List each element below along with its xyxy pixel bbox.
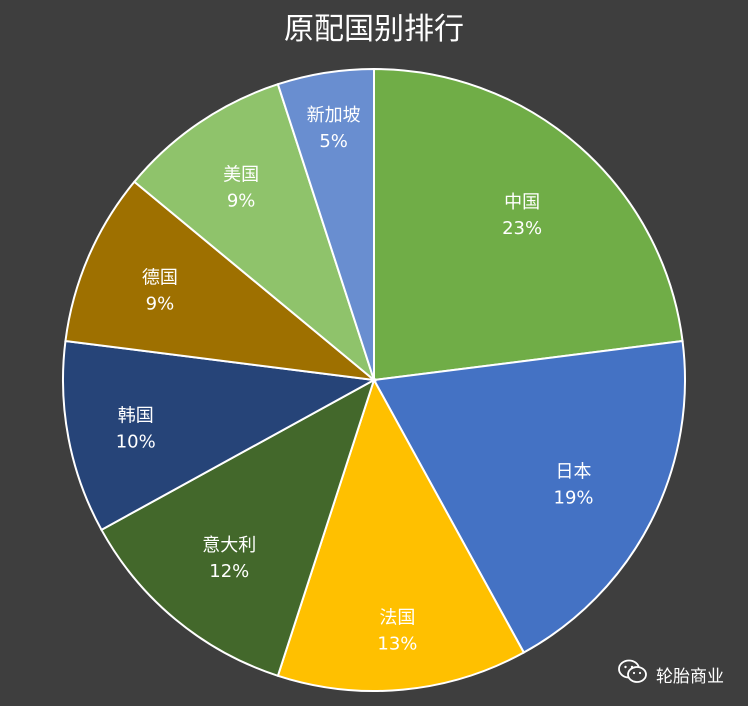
pie-labels: 中国 23% 日本 19% 法国 13% 意大利 12% 韩国 10% 德国 9% 美国 9% 新加坡 5% [116,105,594,655]
slice-label: 新加坡 5% [307,105,361,152]
slice-value-label: 9% [146,293,175,314]
pie-slices [62,67,686,692]
slice-category-label: 法国 [379,608,415,629]
slice-label: 中国 23% [502,192,542,239]
watermark-text: 轮胎商业 [656,667,724,687]
slice-value-label: 13% [377,634,417,655]
slice-category-label: 韩国 [118,405,154,426]
slice-category-label: 德国 [142,267,178,288]
slice-value-label: 10% [116,431,156,452]
slice-value-label: 19% [554,488,594,509]
pie-slice [372,339,686,654]
watermark: 轮胎商业 [618,659,724,690]
slice-category-label: 美国 [223,165,259,186]
slice-label: 美国 9% [223,165,259,212]
slice-label: 韩国 10% [116,405,156,452]
slice-value-label: 5% [319,131,348,152]
pie-slice [373,67,684,382]
slice-label: 法国 13% [377,608,417,655]
pie-slice [100,377,376,678]
slice-value-label: 12% [209,561,249,582]
slice-value-label: 23% [502,218,542,239]
slice-category-label: 中国 [504,192,540,213]
pie-slice [62,339,378,532]
pie-slice [64,180,378,382]
slice-category-label: 新加坡 [307,105,361,126]
slice-label: 日本 19% [554,462,594,509]
chart-title: 原配国别排行 [284,12,464,47]
slice-label: 德国 9% [142,267,178,314]
slice-category-label: 日本 [556,462,592,483]
pie-slice [276,67,375,381]
slice-value-label: 9% [227,191,256,212]
slice-label: 意大利 12% [202,535,256,582]
pie-slice [276,377,526,692]
pie-slice [132,82,377,383]
wechat-icon [618,659,648,690]
slice-category-label: 意大利 [202,535,256,556]
